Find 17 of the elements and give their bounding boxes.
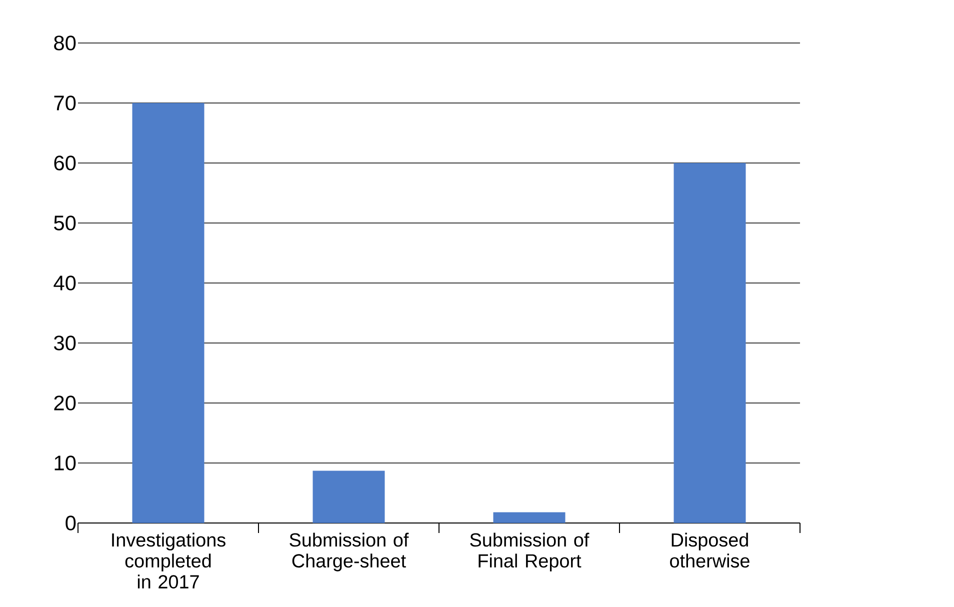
x-tick-label: Submission of Charge-sheet [290,532,409,572]
y-tick-label: 30 [54,336,76,350]
y-tick-label: 40 [54,276,76,290]
y-tick-label: 70 [54,96,76,110]
bar [132,102,204,523]
x-tick-label: Investigations completed in 2017 [112,532,226,589]
y-tick-label: 50 [54,216,76,230]
x-tick-label: Submission of Final Report [470,532,590,572]
y-tick-label: 60 [54,156,76,170]
y-tick-label: 20 [54,396,76,410]
bar [312,470,385,523]
bar [674,162,746,523]
y-tick-label: 10 [54,456,76,470]
y-tick-label: 80 [54,36,76,50]
x-tick-label: Disposed otherwise [670,532,750,568]
bar [493,512,566,523]
y-tick-label: 0 [66,516,76,530]
